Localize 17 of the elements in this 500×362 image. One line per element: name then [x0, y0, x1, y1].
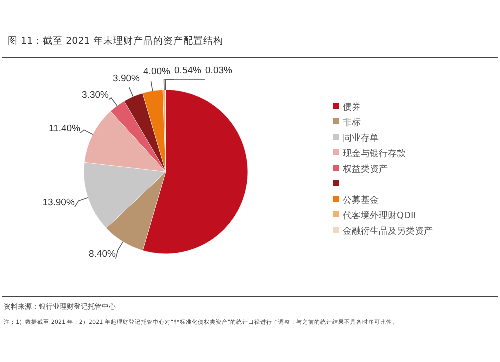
data-label: 0.03%	[206, 65, 234, 76]
legend-label: 公募基金	[343, 195, 379, 206]
data-label: 0.54%	[174, 65, 202, 76]
data-label: 11.40%	[49, 124, 82, 135]
data-label: 3.90%	[113, 73, 141, 84]
data-label: 13.90%	[42, 198, 76, 209]
data-label: 3.30%	[82, 90, 110, 102]
chart-title: 图 11：截至 2021 年末理财产品的资产配置结构	[8, 35, 224, 47]
legend-label: 现金与银行存款	[343, 148, 406, 160]
legend-label: 代客境外理财QDII	[342, 210, 416, 222]
data-label: 4.00%	[144, 66, 172, 78]
legend-label: 权益类资产	[342, 164, 388, 176]
legend-label: 金融衍生品及另类资产	[343, 226, 433, 238]
legend-label: 债券	[343, 102, 361, 114]
legend-label: 同业存单	[343, 133, 379, 144]
data-label: 8.40%	[89, 249, 116, 260]
legend-label: 非标	[343, 118, 361, 129]
